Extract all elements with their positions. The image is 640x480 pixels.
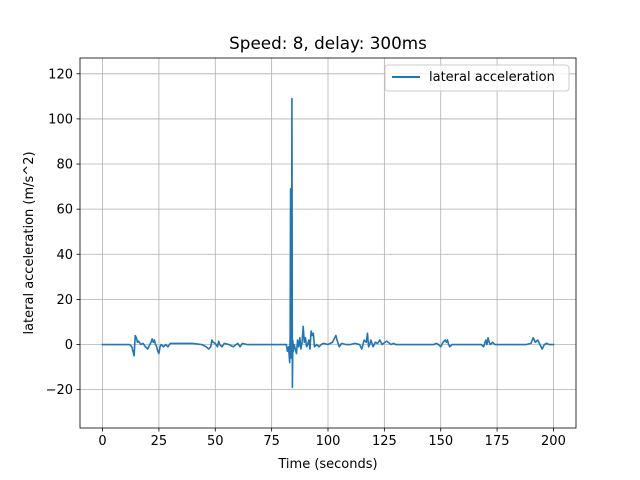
- y-tick-label: −20: [46, 383, 73, 398]
- x-tick-label: 25: [151, 434, 168, 449]
- x-tick-label: 100: [316, 434, 341, 449]
- series-line-lateral-acceleration: [101, 97, 555, 389]
- y-tick-label: 0: [65, 338, 73, 353]
- x-tick-label: 200: [541, 434, 566, 449]
- y-tick-label: 100: [48, 112, 73, 127]
- x-tick-label: 175: [485, 434, 510, 449]
- x-tick-label: 0: [98, 434, 106, 449]
- x-tick-label: 125: [372, 434, 397, 449]
- x-tick-label: 150: [428, 434, 453, 449]
- y-tick-label: 40: [56, 248, 73, 263]
- y-axis-ticks: −20 0 20 40 60 80 100 120: [46, 67, 80, 398]
- y-tick-label: 20: [56, 293, 73, 308]
- legend-label-lateral-acceleration: lateral acceleration: [429, 70, 555, 85]
- y-axis-label: lateral acceleration (m/s^2): [22, 151, 37, 334]
- y-tick-label: 120: [48, 67, 73, 82]
- legend: lateral acceleration: [384, 64, 570, 92]
- x-tick-label: 50: [207, 434, 224, 449]
- legend-box: [384, 64, 570, 92]
- y-tick-label: 80: [56, 158, 73, 173]
- chart-title: Speed: 8, delay: 300ms: [229, 33, 427, 53]
- series-layer: [101, 97, 555, 389]
- y-tick-label: 60: [56, 203, 73, 218]
- x-axis-label: Time (seconds): [277, 457, 377, 472]
- x-axis-ticks: 0 25 50 75 100 125 150 175 200: [98, 428, 566, 449]
- x-tick-label: 75: [263, 434, 280, 449]
